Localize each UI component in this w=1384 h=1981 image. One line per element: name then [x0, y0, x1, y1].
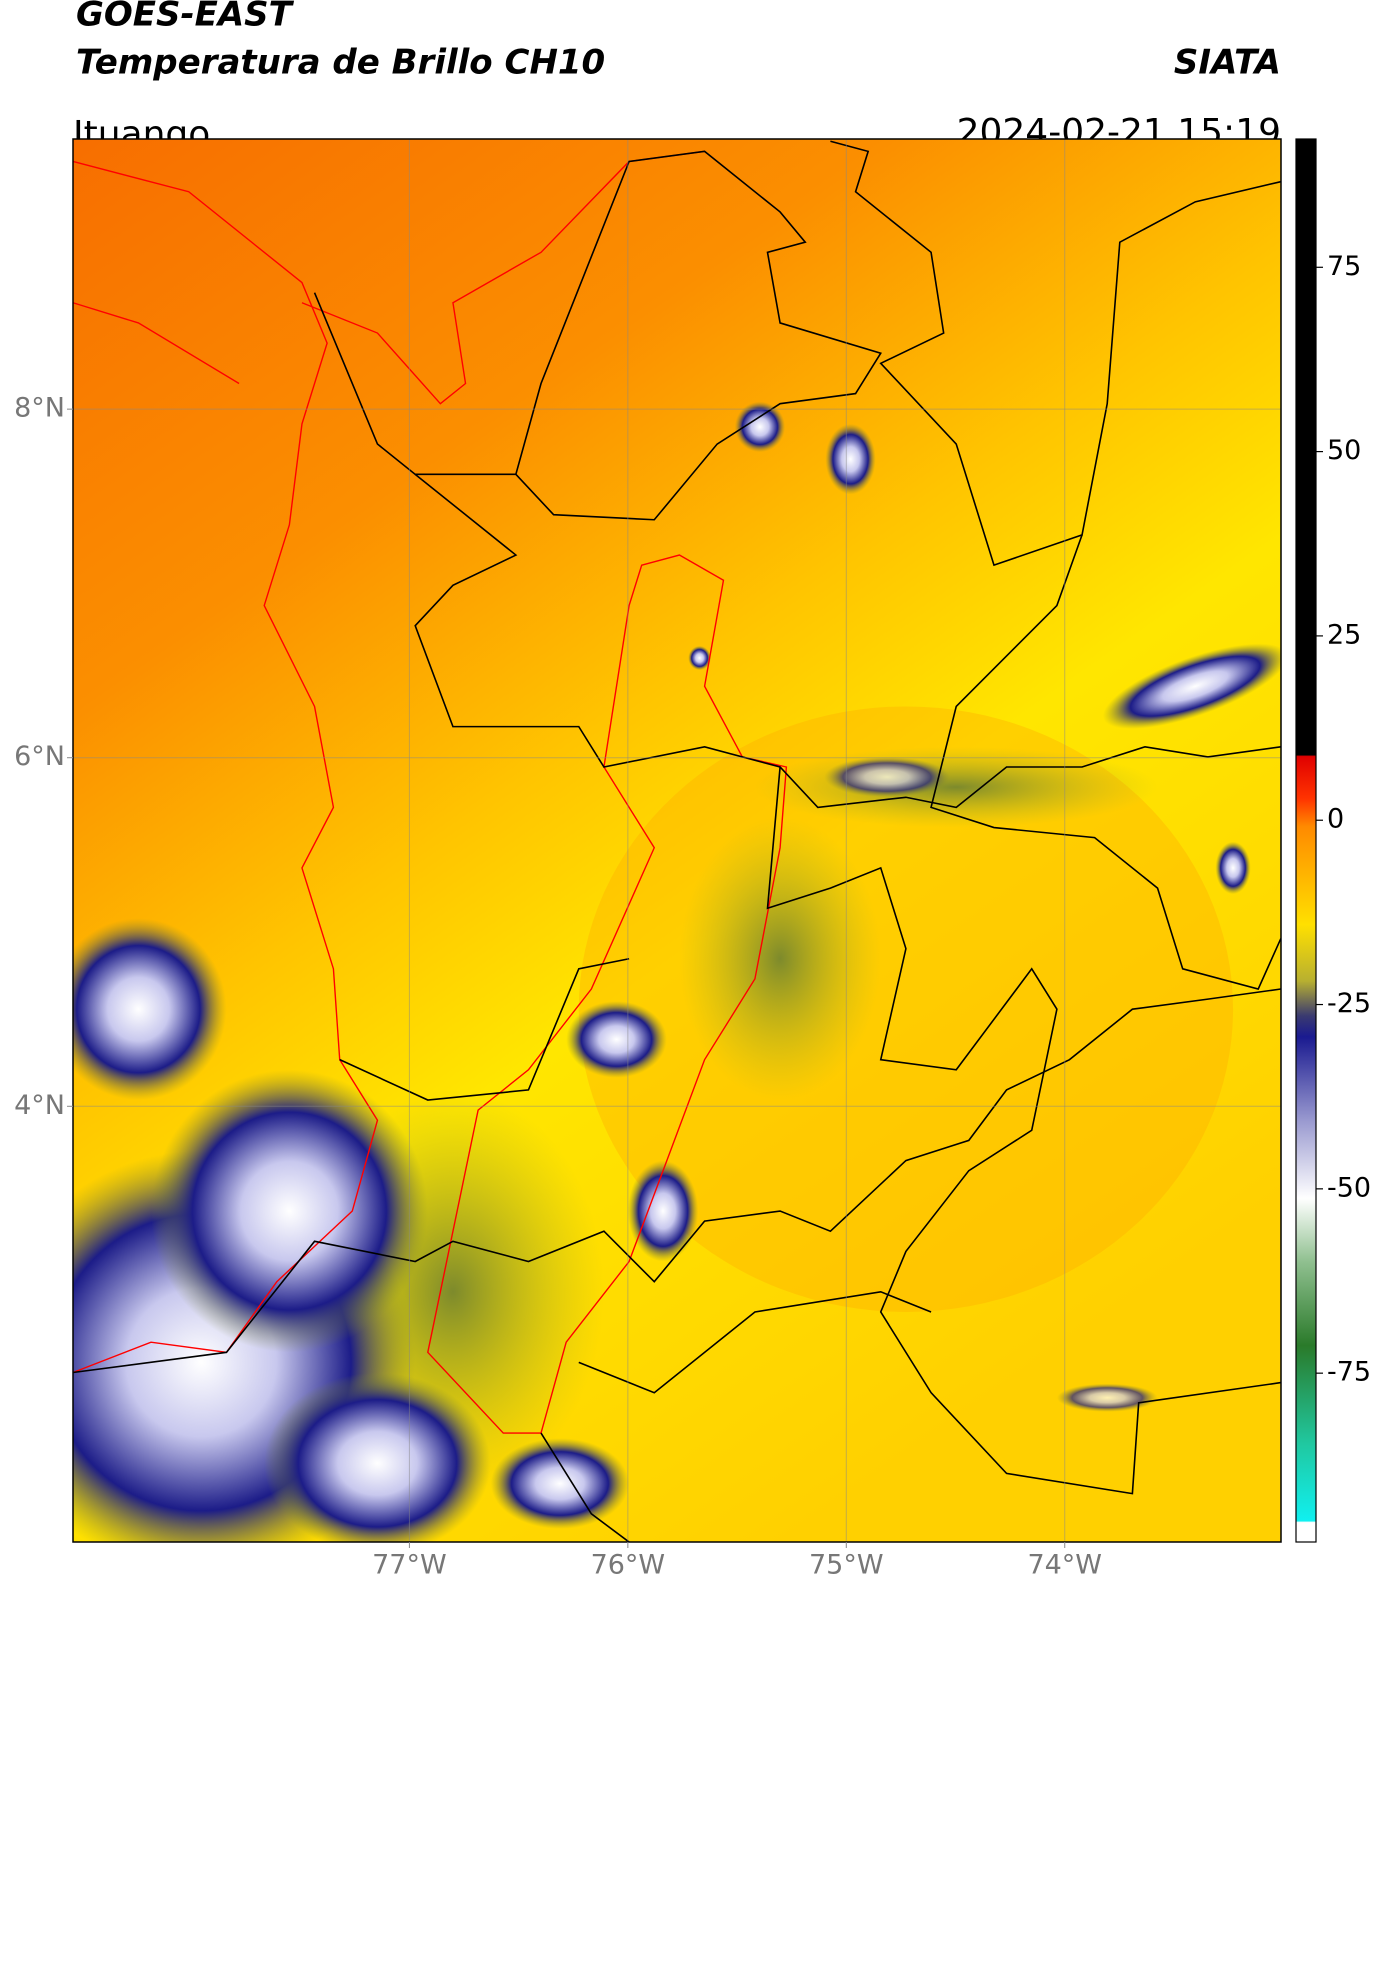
source: SIATA — [1174, 43, 1281, 83]
colorbar-tick-label: -25 — [1327, 988, 1371, 1019]
y-tick-label: 8°N — [14, 393, 65, 424]
x-tick-label: 77°W — [372, 1550, 447, 1581]
map-frame — [72, 138, 1282, 1543]
x-tick-label: 75°W — [809, 1550, 884, 1581]
map-image — [72, 139, 1281, 1543]
colorbar-tick-label: 0 — [1327, 804, 1344, 835]
colorbar — [1295, 138, 1317, 1543]
colorbar-tick-label: -50 — [1327, 1172, 1371, 1203]
colorbar-tick-label: -75 — [1327, 1357, 1371, 1388]
y-tick-label: 6°N — [14, 741, 65, 772]
colorbar-tick-label: 75 — [1327, 251, 1361, 282]
y-tick-label: 4°N — [14, 1090, 65, 1121]
title: GOES-EAST — [76, 0, 295, 35]
x-tick-label: 74°W — [1027, 1550, 1102, 1581]
colorbar-tick-label: 50 — [1327, 435, 1361, 466]
x-tick-label: 76°W — [591, 1550, 666, 1581]
grid — [73, 139, 1281, 1542]
colorbar-tick-label: 25 — [1327, 619, 1361, 650]
subtitle: Temperatura de Brillo CH10 — [76, 43, 605, 83]
